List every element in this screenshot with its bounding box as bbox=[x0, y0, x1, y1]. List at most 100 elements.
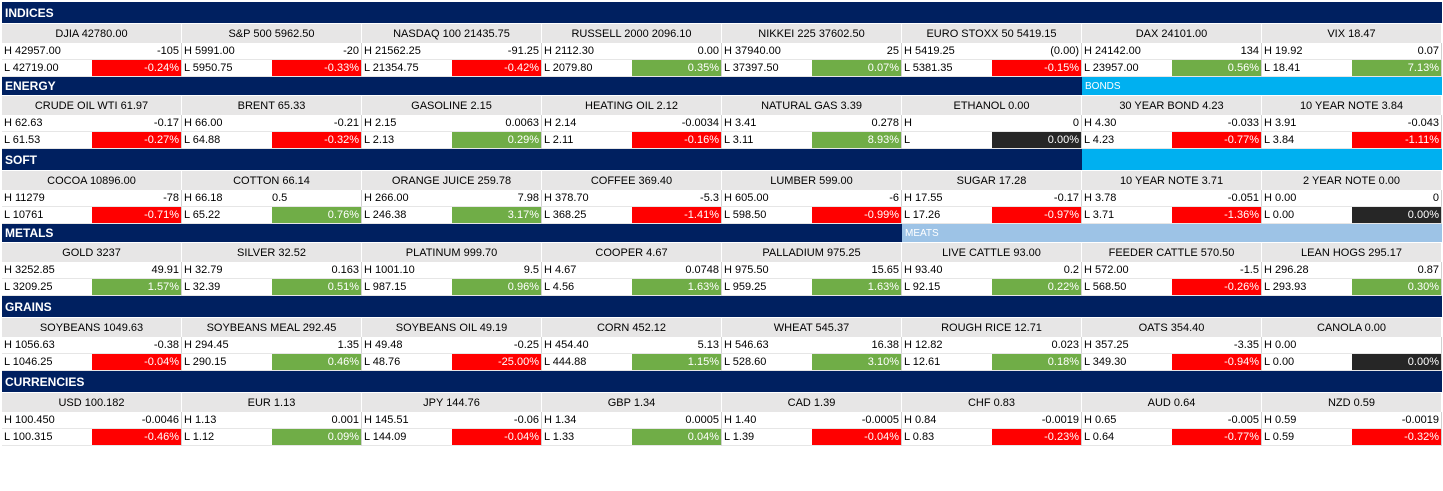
soft-section-header: SOFT bbox=[2, 149, 1082, 171]
euro-stoxx-high-row: H 5419.25 (0.00) bbox=[902, 43, 1082, 60]
lean-hogs-high-row: H 296.28 0.87 bbox=[1262, 262, 1442, 279]
percent-change-badge: 1.57% bbox=[92, 279, 181, 295]
high-value: H 296.28 bbox=[1264, 264, 1309, 276]
high-value: H 0.00 bbox=[1264, 192, 1297, 204]
ethanol-title: ETHANOL 0.00 bbox=[902, 96, 1082, 115]
change-value: 9.5 bbox=[523, 264, 539, 276]
platinum-high-row: H 1001.10 9.5 bbox=[362, 262, 542, 279]
high-value: H 11279 bbox=[4, 192, 45, 204]
soybeans-oil-low-row: L 48.76 -25.00% bbox=[362, 354, 542, 371]
10-year-note-high-row: H 3.78 -0.051 bbox=[1082, 190, 1262, 207]
nasdaq-low-row: L 21354.75 -0.42% bbox=[362, 60, 542, 77]
change-value: 49.91 bbox=[151, 264, 179, 276]
currencies-section-header: CURRENCIES bbox=[2, 371, 1442, 393]
low-value: L 48.76 bbox=[364, 356, 401, 368]
vix-low-row: L 18.41 7.13% bbox=[1262, 60, 1442, 77]
change-value: (0.00) bbox=[1050, 45, 1079, 57]
rough-rice-high-row: H 12.82 0.023 bbox=[902, 337, 1082, 354]
high-value: H 1.34 bbox=[544, 414, 577, 426]
nikkei-low-row: L 37397.50 0.07% bbox=[722, 60, 902, 77]
change-value: -0.17 bbox=[153, 117, 179, 129]
cad-high-row: H 1.40 -0.0005 bbox=[722, 412, 902, 429]
change-value: -0.06 bbox=[513, 414, 539, 426]
nikkei-title: NIKKEI 225 37602.50 bbox=[722, 24, 902, 43]
low-value: L 64.88 bbox=[184, 134, 221, 146]
change-value: 16.38 bbox=[871, 339, 899, 351]
natural-gas-title: NATURAL GAS 3.39 bbox=[722, 96, 902, 115]
change-value: -0.0019 bbox=[1041, 414, 1079, 426]
eur-low-row: L 1.12 0.09% bbox=[182, 429, 362, 446]
percent-change-badge: 0.18% bbox=[992, 354, 1081, 370]
soybeans-oil-high-row: H 49.48 -0.25 bbox=[362, 337, 542, 354]
high-value: H 605.00 bbox=[724, 192, 769, 204]
change-value: 0.00 bbox=[697, 45, 719, 57]
soybeans-low-row: L 1046.25 -0.04% bbox=[2, 354, 182, 371]
low-value: L 92.15 bbox=[904, 281, 941, 293]
soybeans-meal-title: SOYBEANS MEAL 292.45 bbox=[182, 318, 362, 337]
low-value: L 1046.25 bbox=[4, 356, 53, 368]
russell-title: RUSSELL 2000 2096.10 bbox=[542, 24, 722, 43]
eur-high-row: H 1.13 0.001 bbox=[182, 412, 362, 429]
percent-change-badge: -0.33% bbox=[272, 60, 361, 76]
rough-rice-low-row: L 12.61 0.18% bbox=[902, 354, 1082, 371]
low-value: L 3209.25 bbox=[4, 281, 53, 293]
change-value: 0.0005 bbox=[685, 414, 719, 426]
low-value: L 65.22 bbox=[184, 209, 221, 221]
heating-oil-high-row: H 2.14 -0.0034 bbox=[542, 115, 722, 132]
high-value: H 975.50 bbox=[724, 264, 769, 276]
percent-change-badge: -0.99% bbox=[812, 207, 901, 223]
cotton-title: COTTON 66.14 bbox=[182, 171, 362, 190]
low-value: L 4.23 bbox=[1084, 134, 1115, 146]
high-value: H 42957.00 bbox=[4, 45, 61, 57]
change-value: -0.051 bbox=[1227, 192, 1259, 204]
meats-section-header: MEATS bbox=[902, 224, 1442, 243]
grains-section-header: GRAINS bbox=[2, 296, 1442, 318]
euro-stoxx-title: EURO STOXX 50 5419.15 bbox=[902, 24, 1082, 43]
2-year-note-high-row: H 0.00 0 bbox=[1262, 190, 1442, 207]
percent-change-badge: 7.13% bbox=[1352, 60, 1441, 76]
silver-low-row: L 32.39 0.51% bbox=[182, 279, 362, 296]
jpy-low-row: L 144.09 -0.04% bbox=[362, 429, 542, 446]
percent-change-badge: 0.00% bbox=[992, 132, 1081, 148]
low-value: L 246.38 bbox=[364, 209, 407, 221]
percent-change-badge: -0.94% bbox=[1172, 354, 1261, 370]
chf-title: CHF 0.83 bbox=[902, 393, 1082, 412]
percent-change-badge: -1.36% bbox=[1172, 207, 1261, 223]
low-value: L 10761 bbox=[4, 209, 44, 221]
low-value: L 444.88 bbox=[544, 356, 587, 368]
high-value: H 266.00 bbox=[364, 192, 409, 204]
percent-change-badge: 0.22% bbox=[992, 279, 1081, 295]
palladium-low-row: L 959.25 1.63% bbox=[722, 279, 902, 296]
soybeans-meal-low-row: L 290.15 0.46% bbox=[182, 354, 362, 371]
nzd-low-row: L 0.59 -0.32% bbox=[1262, 429, 1442, 446]
change-value: -0.38 bbox=[153, 339, 179, 351]
sugar-high-row: H 17.55 -0.17 bbox=[902, 190, 1082, 207]
gbp-low-row: L 1.33 0.04% bbox=[542, 429, 722, 446]
change-value: 134 bbox=[1240, 45, 1259, 57]
high-value: H 4.30 bbox=[1084, 117, 1117, 129]
soybeans-high-row: H 1056.63 -0.38 bbox=[2, 337, 182, 354]
high-value: H 2112.30 bbox=[544, 45, 594, 57]
percent-change-badge: 0.35% bbox=[632, 60, 721, 76]
high-value: H 3252.85 bbox=[4, 264, 55, 276]
change-value: -0.0005 bbox=[861, 414, 899, 426]
percent-change-badge: 0.46% bbox=[272, 354, 361, 370]
metals-section-header: METALS bbox=[2, 224, 902, 243]
crude-oil-wti-low-row: L 61.53 -0.27% bbox=[2, 132, 182, 149]
change-value: 0 bbox=[1432, 192, 1439, 204]
palladium-title: PALLADIUM 975.25 bbox=[722, 243, 902, 262]
high-value: H 4.67 bbox=[544, 264, 577, 276]
low-value: L 3.71 bbox=[1084, 209, 1115, 221]
usd-low-row: L 100.315 -0.46% bbox=[2, 429, 182, 446]
cad-title: CAD 1.39 bbox=[722, 393, 902, 412]
lean-hogs-title: LEAN HOGS 295.17 bbox=[1262, 243, 1442, 262]
change-value: -0.0046 bbox=[141, 414, 179, 426]
percent-change-badge: -0.15% bbox=[992, 60, 1081, 76]
percent-change-badge: -25.00% bbox=[452, 354, 541, 370]
bonds-section-header: BONDS bbox=[1082, 77, 1442, 96]
gbp-title: GBP 1.34 bbox=[542, 393, 722, 412]
coffee-title: COFFEE 369.40 bbox=[542, 171, 722, 190]
low-value: L 37397.50 bbox=[724, 62, 779, 74]
percent-change-badge: 1.63% bbox=[812, 279, 901, 295]
change-value: -0.0034 bbox=[681, 117, 719, 129]
